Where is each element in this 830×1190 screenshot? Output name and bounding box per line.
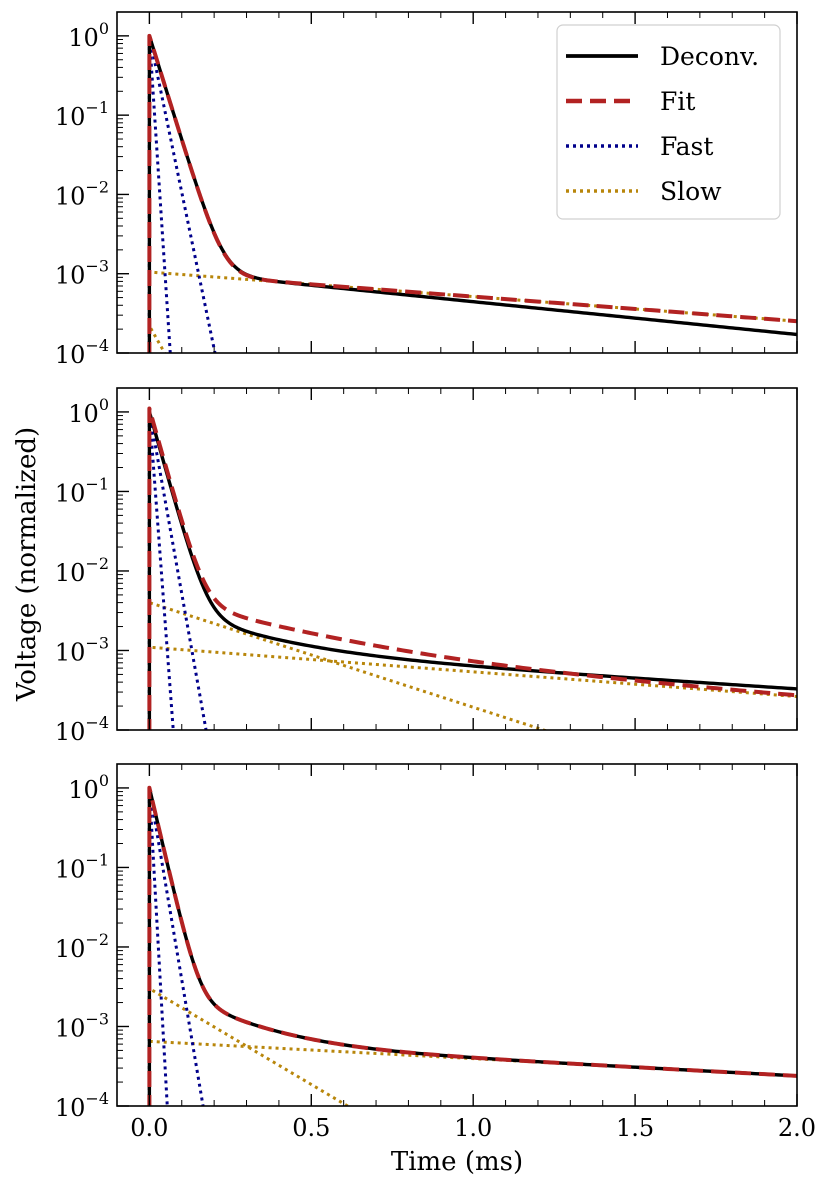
y-tick-base: 10 <box>68 776 99 804</box>
legend-label-fast: Fast <box>660 132 713 161</box>
y-tick-exponent: −1 <box>85 98 109 117</box>
y-tick-label: 10−3 <box>55 1009 109 1042</box>
y-tick-label: 100 <box>68 395 109 428</box>
x-tick-label: 0.5 <box>292 1114 330 1142</box>
y-tick-base: 10 <box>55 855 86 883</box>
y-tick-base: 10 <box>55 638 86 666</box>
series-fast-line-1 <box>147 786 169 1106</box>
y-tick-label: 10−2 <box>55 930 109 963</box>
y-tick-base: 10 <box>55 103 86 131</box>
y-tick-exponent: −2 <box>85 554 109 573</box>
y-axis-title: Voltage (normalized) <box>12 427 42 702</box>
series-slow-line-2 <box>147 1039 797 1106</box>
y-tick-label: 10−4 <box>55 713 109 746</box>
y-tick-label: 10−1 <box>55 474 109 507</box>
series-slow-line-2 <box>147 324 167 353</box>
y-tick-label: 10−2 <box>55 554 109 587</box>
y-tick-label: 10−3 <box>55 633 109 666</box>
legend-label-slow: Slow <box>660 177 722 206</box>
y-tick-label: 10−1 <box>55 98 109 131</box>
plot-area-middle <box>147 406 797 730</box>
y-tick-exponent: −4 <box>85 713 109 732</box>
legend-label-deconv: Deconv. <box>660 42 759 71</box>
plot-area-top <box>147 33 797 353</box>
y-tick-exponent: −3 <box>85 1009 109 1028</box>
panel-frame <box>116 11 798 354</box>
y-tick-base: 10 <box>55 718 86 746</box>
x-tick-label: 2.0 <box>778 1114 816 1142</box>
y-tick-label: 10−2 <box>55 177 109 210</box>
y-tick-base: 10 <box>68 400 99 428</box>
y-tick-exponent: −3 <box>85 633 109 652</box>
y-tick-label: 10−1 <box>55 850 109 883</box>
series-slow-line-1 <box>147 987 351 1106</box>
y-tick-exponent: −2 <box>85 177 109 196</box>
series-deconv-line <box>147 786 797 1106</box>
y-tick-label: 10−4 <box>55 1089 109 1122</box>
y-tick-exponent: −1 <box>85 474 109 493</box>
y-tick-base: 10 <box>55 1094 86 1122</box>
panel-frame <box>116 763 798 1107</box>
y-tick-exponent: 0 <box>99 771 109 790</box>
y-tick-exponent: 0 <box>99 19 109 38</box>
y-tick-base: 10 <box>55 1014 86 1042</box>
plot-area-bottom <box>147 785 797 1106</box>
y-tick-exponent: −2 <box>85 930 109 949</box>
series-fast-line-2 <box>147 786 205 1106</box>
y-tick-exponent: −1 <box>85 850 109 869</box>
y-tick-label: 100 <box>68 19 109 52</box>
y-tick-exponent: −4 <box>85 336 109 355</box>
y-tick-base: 10 <box>55 182 86 210</box>
panel-frame <box>116 387 798 731</box>
y-tick-base: 10 <box>55 559 86 587</box>
y-tick-label: 10−3 <box>55 257 109 290</box>
series-fit-line <box>147 33 797 353</box>
series-fast-line-2 <box>147 410 208 730</box>
series-fit-line <box>147 406 797 730</box>
series-slow-line-1 <box>147 601 549 730</box>
series-slow-line-1 <box>147 270 797 353</box>
y-tick-base: 10 <box>55 479 86 507</box>
series-fast-line-1 <box>147 410 175 730</box>
legend-label-fit: Fit <box>660 87 695 116</box>
y-tick-exponent: −3 <box>85 257 109 276</box>
series-fit-line <box>147 785 797 1106</box>
series-deconv-line <box>147 410 797 730</box>
y-tick-base: 10 <box>55 935 86 963</box>
y-tick-label: 10−4 <box>55 336 109 369</box>
y-tick-exponent: −4 <box>85 1089 109 1108</box>
y-tick-base: 10 <box>55 262 86 290</box>
y-tick-label: 100 <box>68 771 109 804</box>
x-tick-label: 1.0 <box>454 1114 492 1142</box>
y-tick-base: 10 <box>68 24 99 52</box>
y-tick-exponent: 0 <box>99 395 109 414</box>
legend-box <box>556 24 781 220</box>
y-tick-base: 10 <box>55 341 86 369</box>
x-axis-title: Time (ms) <box>391 1147 523 1177</box>
legend: Deconv. Fit Fast Slow <box>556 24 781 220</box>
x-tick-label: 1.5 <box>616 1114 654 1142</box>
x-tick-label: 0.0 <box>130 1114 168 1142</box>
